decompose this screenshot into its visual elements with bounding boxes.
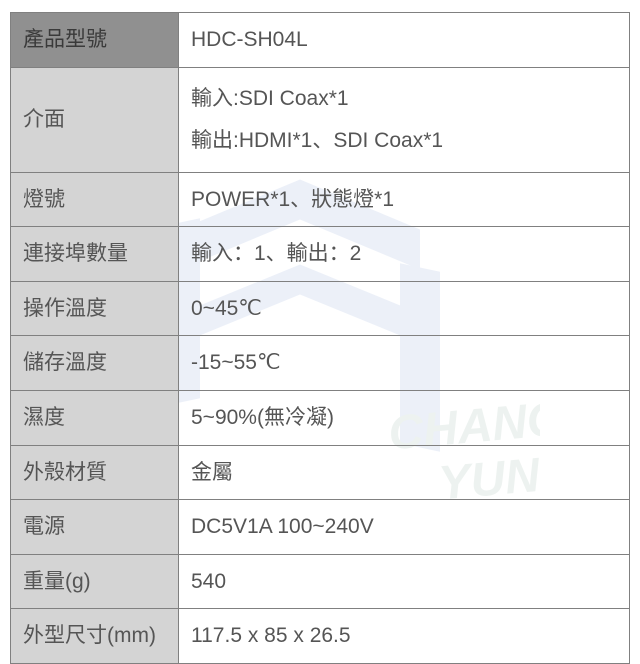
spec-value: 5~90%(無冷凝) bbox=[179, 390, 630, 445]
spec-value: DC5V1A 100~240V bbox=[179, 500, 630, 555]
spec-label: 電源 bbox=[11, 500, 179, 555]
table-row: 連接埠數量輸入：1、輸出：2 bbox=[11, 227, 630, 282]
table-row: 外殼材質金屬 bbox=[11, 445, 630, 500]
spec-value: -15~55℃ bbox=[179, 336, 630, 391]
table-row: 電源DC5V1A 100~240V bbox=[11, 500, 630, 555]
spec-label: 外型尺寸(mm) bbox=[11, 609, 179, 664]
table-row: 儲存溫度-15~55℃ bbox=[11, 336, 630, 391]
spec-label: 連接埠數量 bbox=[11, 227, 179, 282]
spec-label: 儲存溫度 bbox=[11, 336, 179, 391]
spec-label: 重量(g) bbox=[11, 554, 179, 609]
spec-label: 產品型號 bbox=[11, 13, 179, 68]
spec-label: 介面 bbox=[11, 67, 179, 172]
spec-value: 金屬 bbox=[179, 445, 630, 500]
spec-label: 燈號 bbox=[11, 172, 179, 227]
table-row: 外型尺寸(mm)117.5 x 85 x 26.5 bbox=[11, 609, 630, 664]
spec-value: 540 bbox=[179, 554, 630, 609]
table-row: 產品型號HDC-SH04L bbox=[11, 13, 630, 68]
table-row: 燈號POWER*1、狀態燈*1 bbox=[11, 172, 630, 227]
spec-value: POWER*1、狀態燈*1 bbox=[179, 172, 630, 227]
spec-label: 濕度 bbox=[11, 390, 179, 445]
spec-value: HDC-SH04L bbox=[179, 13, 630, 68]
table-row: 操作溫度0~45℃ bbox=[11, 281, 630, 336]
spec-value: 輸入:SDI Coax*1輸出:HDMI*1、SDI Coax*1 bbox=[179, 67, 630, 172]
table-row: 介面輸入:SDI Coax*1輸出:HDMI*1、SDI Coax*1 bbox=[11, 67, 630, 172]
table-row: 濕度5~90%(無冷凝) bbox=[11, 390, 630, 445]
spec-label: 操作溫度 bbox=[11, 281, 179, 336]
spec-value: 0~45℃ bbox=[179, 281, 630, 336]
spec-table-body: 產品型號HDC-SH04L介面輸入:SDI Coax*1輸出:HDMI*1、SD… bbox=[11, 13, 630, 664]
spec-value: 117.5 x 85 x 26.5 bbox=[179, 609, 630, 664]
table-row: 重量(g)540 bbox=[11, 554, 630, 609]
spec-value: 輸入：1、輸出：2 bbox=[179, 227, 630, 282]
spec-label: 外殼材質 bbox=[11, 445, 179, 500]
spec-table: 產品型號HDC-SH04L介面輸入:SDI Coax*1輸出:HDMI*1、SD… bbox=[10, 12, 630, 664]
